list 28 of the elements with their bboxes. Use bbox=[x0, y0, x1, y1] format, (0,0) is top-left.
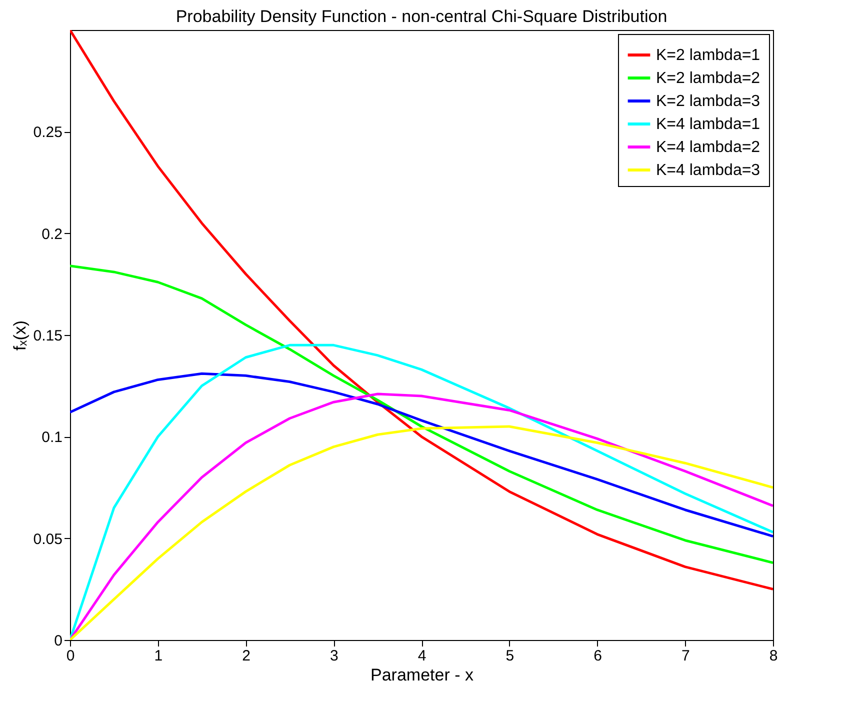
y-tick-label: 0.1 bbox=[42, 429, 62, 446]
x-tick-label: 3 bbox=[330, 648, 338, 664]
x-tick-label: 2 bbox=[242, 648, 250, 664]
y-tick-label: 0.2 bbox=[42, 226, 62, 243]
legend-label: K=4 lambda=2 bbox=[656, 139, 760, 156]
x-axis-title: Parameter - x bbox=[370, 666, 474, 684]
x-tick-label: 5 bbox=[506, 648, 514, 664]
legend-label: K=2 lambda=1 bbox=[656, 47, 760, 64]
y-tick-label: 0.15 bbox=[33, 328, 62, 344]
legend-label: K=4 lambda=3 bbox=[656, 162, 760, 179]
line-series bbox=[70, 344, 773, 640]
y-tick-label: 0 bbox=[54, 632, 62, 650]
line-series bbox=[70, 30, 773, 590]
x-tick-label: 7 bbox=[681, 648, 690, 664]
y-tick-label: 0.05 bbox=[33, 530, 62, 548]
x-tick-label: 0 bbox=[66, 648, 75, 664]
line-series bbox=[70, 372, 773, 538]
y-axis-title: fₓ(x) bbox=[10, 320, 30, 351]
x-tick-label: 8 bbox=[769, 648, 778, 664]
legend-label: K=4 lambda=1 bbox=[656, 116, 760, 133]
x-tick-label: 1 bbox=[154, 648, 163, 664]
y-tick-label: 0.25 bbox=[33, 124, 62, 142]
legend-label: K=2 lambda=3 bbox=[656, 93, 760, 110]
legend-label: K=2 lambda=2 bbox=[656, 70, 760, 87]
x-tick-label: 4 bbox=[418, 648, 426, 664]
chart-title: Probability Density Function - non-central Chi-Square Distribution bbox=[176, 7, 668, 26]
x-tick-label: 6 bbox=[594, 648, 602, 664]
line-series bbox=[70, 264, 773, 564]
